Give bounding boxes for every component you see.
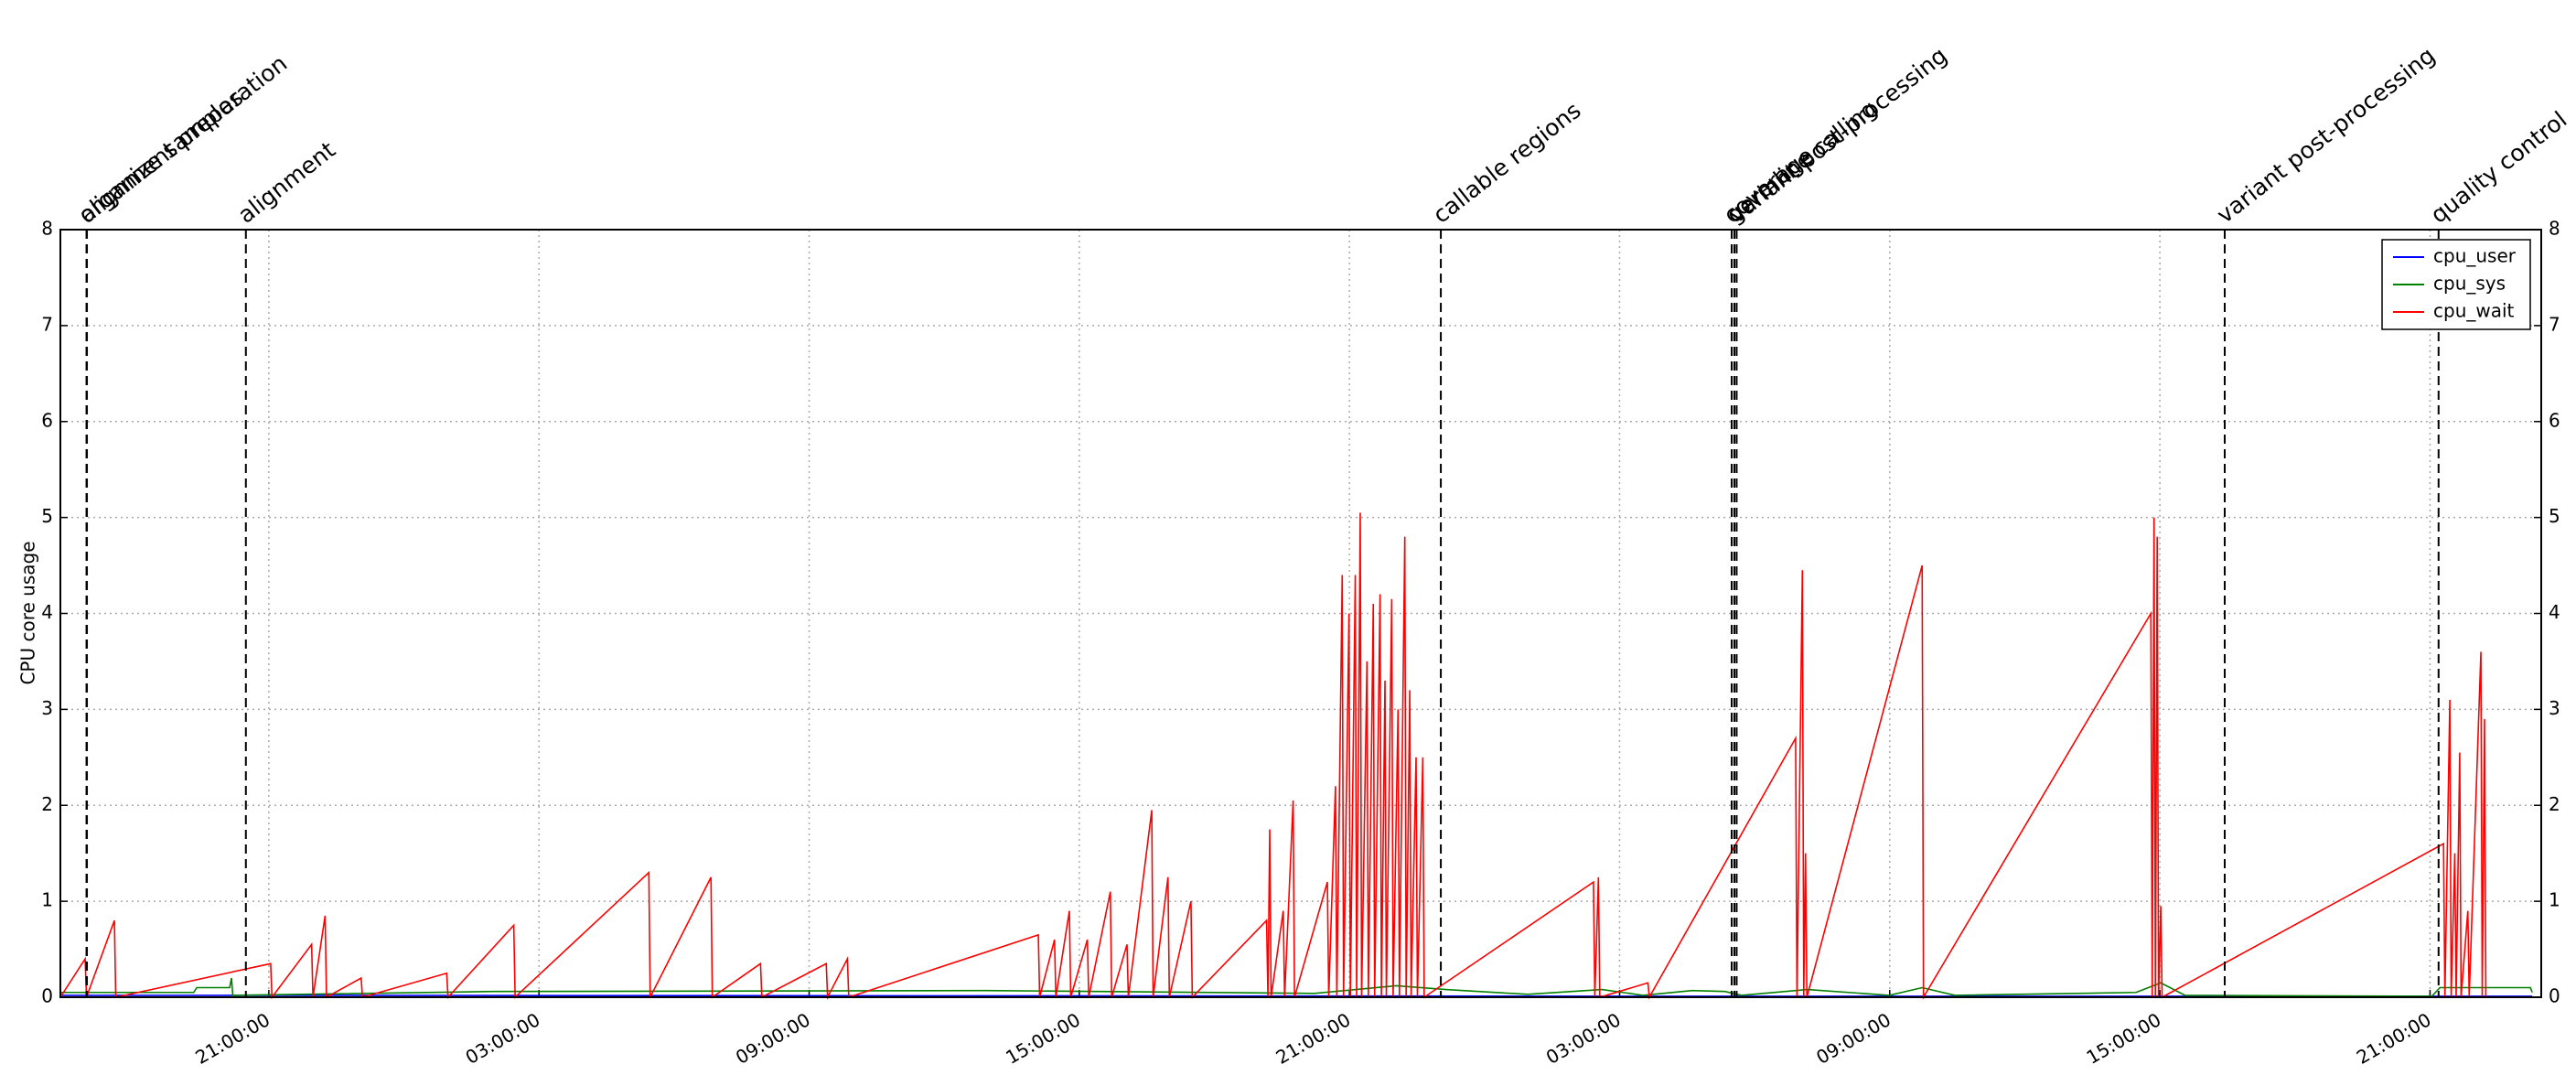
y-tick-label: 1: [41, 889, 53, 911]
event-label: alignment: [233, 136, 341, 229]
y-tick-label: 3: [2549, 697, 2560, 719]
x-tick-label: 03:00:00: [462, 1008, 544, 1069]
y-tick-label: 1: [2549, 889, 2560, 911]
y-tick-label: 4: [41, 601, 53, 623]
series-line: [60, 994, 2533, 997]
x-tick-label: 21:00:00: [2353, 1008, 2435, 1069]
y-tick-label: 2: [2549, 793, 2560, 815]
y-tick-label: 7: [2549, 313, 2560, 335]
y-tick-label: 6: [2549, 409, 2560, 431]
x-tick-label: 09:00:00: [732, 1008, 814, 1069]
y-tick-label: 0: [2549, 985, 2560, 1007]
x-tick-label: 21:00:00: [1272, 1008, 1355, 1069]
y-tick-label: 5: [2549, 505, 2560, 527]
x-tick-label: 15:00:00: [2083, 1008, 2165, 1069]
y-tick-label: 0: [41, 985, 53, 1007]
legend-label: cpu_sys: [2433, 273, 2506, 295]
y-axis-label: CPU core usage: [17, 541, 39, 684]
plot-frame: [59, 229, 2542, 998]
legend-label: cpu_user: [2433, 245, 2517, 267]
x-tick-label: 09:00:00: [1812, 1008, 1894, 1069]
event-label: variant post-processing: [2212, 42, 2441, 229]
event-label: callable regions: [1428, 97, 1586, 229]
x-tick-label: 21:00:00: [191, 1008, 274, 1069]
x-tick-label: 15:00:00: [1002, 1008, 1084, 1069]
x-tick-label: 03:00:00: [1542, 1008, 1625, 1069]
y-tick-label: 2: [41, 793, 53, 815]
y-tick-label: 7: [41, 313, 53, 335]
legend-label: cpu_wait: [2433, 300, 2515, 322]
event-label: quality control: [2426, 106, 2572, 229]
y-tick-label: 8: [2549, 218, 2560, 240]
y-tick-label: 3: [41, 697, 53, 719]
y-tick-label: 4: [2549, 601, 2560, 623]
series-line: [60, 977, 2533, 997]
event-label: variant post-processing: [1723, 42, 1952, 229]
y-tick-label: 6: [41, 409, 53, 431]
series-line: [59, 512, 2533, 1001]
y-tick-label: 5: [41, 505, 53, 527]
y-tick-label: 8: [41, 218, 53, 240]
